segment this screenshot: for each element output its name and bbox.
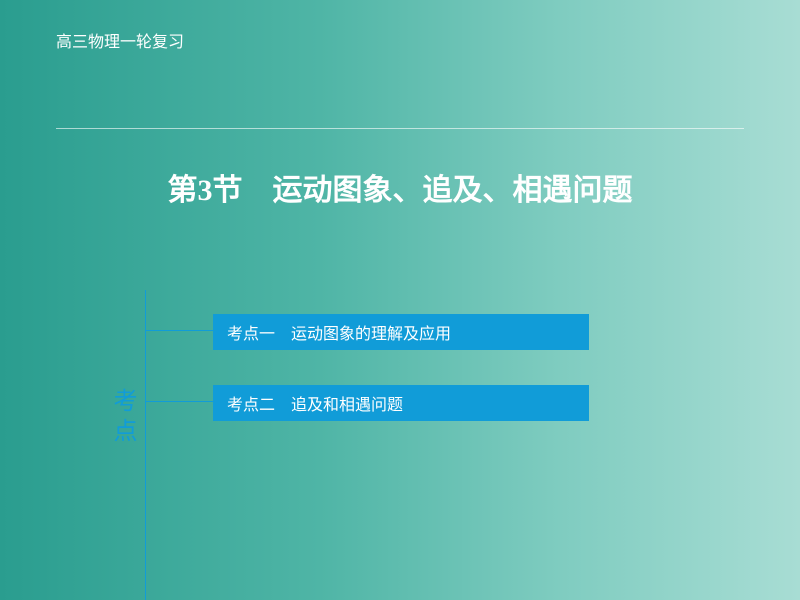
topic-box-2: 考点二 追及和相遇问题 <box>213 385 589 421</box>
topic-connector-line <box>145 330 213 331</box>
section-number: 3 <box>198 174 213 207</box>
slide-container: 高三物理一轮复习 第3节 运动图象、追及、相遇问题 考点 考点一 运动图象的理解… <box>0 0 800 600</box>
topic-label-2: 考点二 追及和相遇问题 <box>227 391 403 415</box>
course-header: 高三物理一轮复习 <box>56 28 184 52</box>
section-suffix: 节 <box>213 174 243 207</box>
topic-box-1: 考点一 运动图象的理解及应用 <box>213 314 589 350</box>
topic-label-1: 考点一 运动图象的理解及应用 <box>227 320 451 344</box>
section-prefix: 第 <box>168 174 198 207</box>
topic-connector-line <box>145 401 213 402</box>
sidebar-label: 考点 <box>105 388 140 448</box>
section-title: 第3节 运动图象、追及、相遇问题 <box>0 165 800 209</box>
divider-line-top <box>56 128 744 129</box>
vertical-divider <box>145 290 146 600</box>
title-text: 运动图象、追及、相遇问题 <box>273 174 633 207</box>
